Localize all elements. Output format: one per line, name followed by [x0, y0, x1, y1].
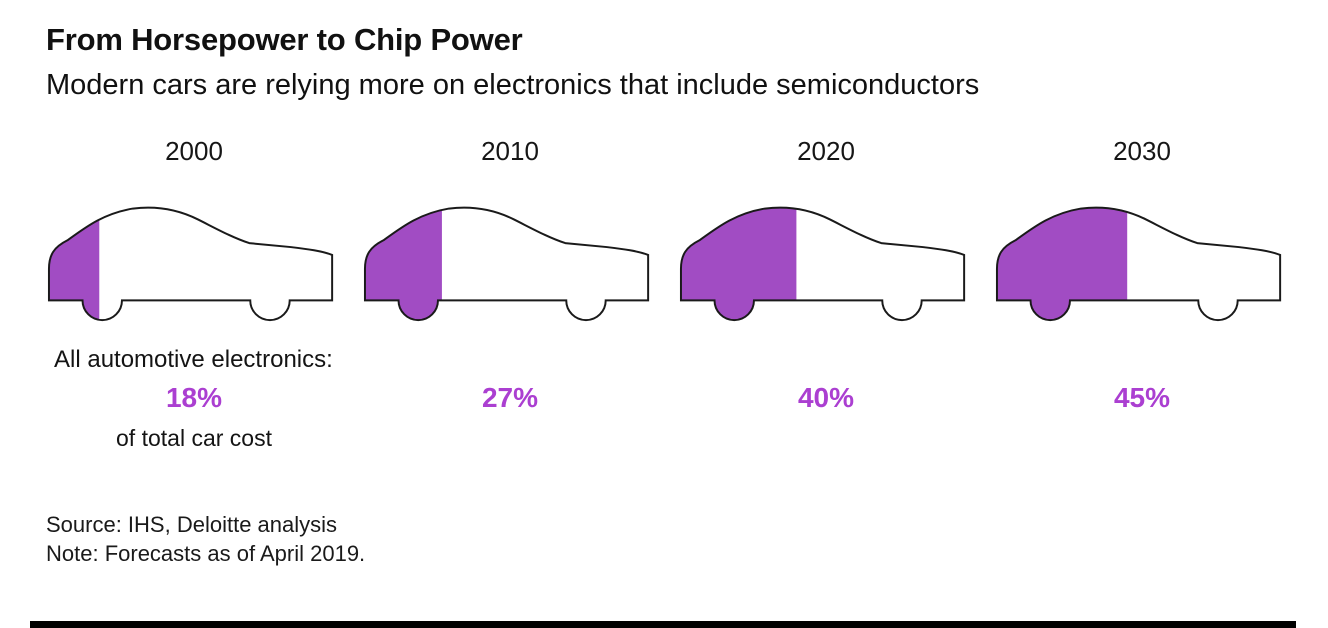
car-column: 2020 40%: [678, 136, 974, 458]
percent-value: 40%: [797, 382, 855, 413]
bottom-bar: [30, 621, 1296, 628]
source-note: Source: IHS, Deloitte analysis Note: For…: [0, 510, 1328, 568]
car-fill-region: [996, 207, 1128, 321]
unit-label-spacer: [994, 422, 1290, 458]
unit-label: of total car cost: [116, 425, 272, 451]
series-label-spacer: [362, 344, 658, 380]
percent-value: 45%: [1113, 382, 1171, 413]
car-column: 2000 All automotive electronics: 18% of …: [46, 136, 342, 458]
series-label-spacer: [678, 344, 974, 380]
car-column: 2010 27%: [362, 136, 658, 458]
year-label: 2020: [797, 136, 855, 166]
percent-value: 18%: [165, 382, 223, 413]
percent-value: 27%: [481, 382, 539, 413]
unit-label-spacer: [362, 422, 658, 458]
year-label: 2010: [481, 136, 539, 166]
car-chart: 2000 All automotive electronics: 18% of …: [0, 136, 1328, 458]
car-column: 2030 45%: [994, 136, 1290, 458]
source-line: Source: IHS, Deloitte analysis: [46, 512, 338, 537]
note-line: Note: Forecasts as of April 2019.: [46, 541, 366, 566]
series-label-spacer: [994, 344, 1290, 380]
car-fill-region: [364, 207, 442, 321]
unit-label-spacer: [678, 422, 974, 458]
year-label: 2000: [165, 136, 223, 166]
header: From Horsepower to Chip Power Modern car…: [0, 0, 1328, 102]
series-label: All automotive electronics:: [54, 346, 333, 373]
year-label: 2030: [1113, 136, 1171, 166]
chart-subtitle: Modern cars are relying more on electron…: [46, 69, 980, 101]
car-illustration: [679, 206, 966, 322]
car-fill-region: [680, 207, 797, 321]
car-illustration: [363, 206, 650, 322]
chart-title: From Horsepower to Chip Power: [46, 22, 523, 57]
car-illustration: [995, 206, 1282, 322]
car-illustration: [47, 206, 334, 322]
